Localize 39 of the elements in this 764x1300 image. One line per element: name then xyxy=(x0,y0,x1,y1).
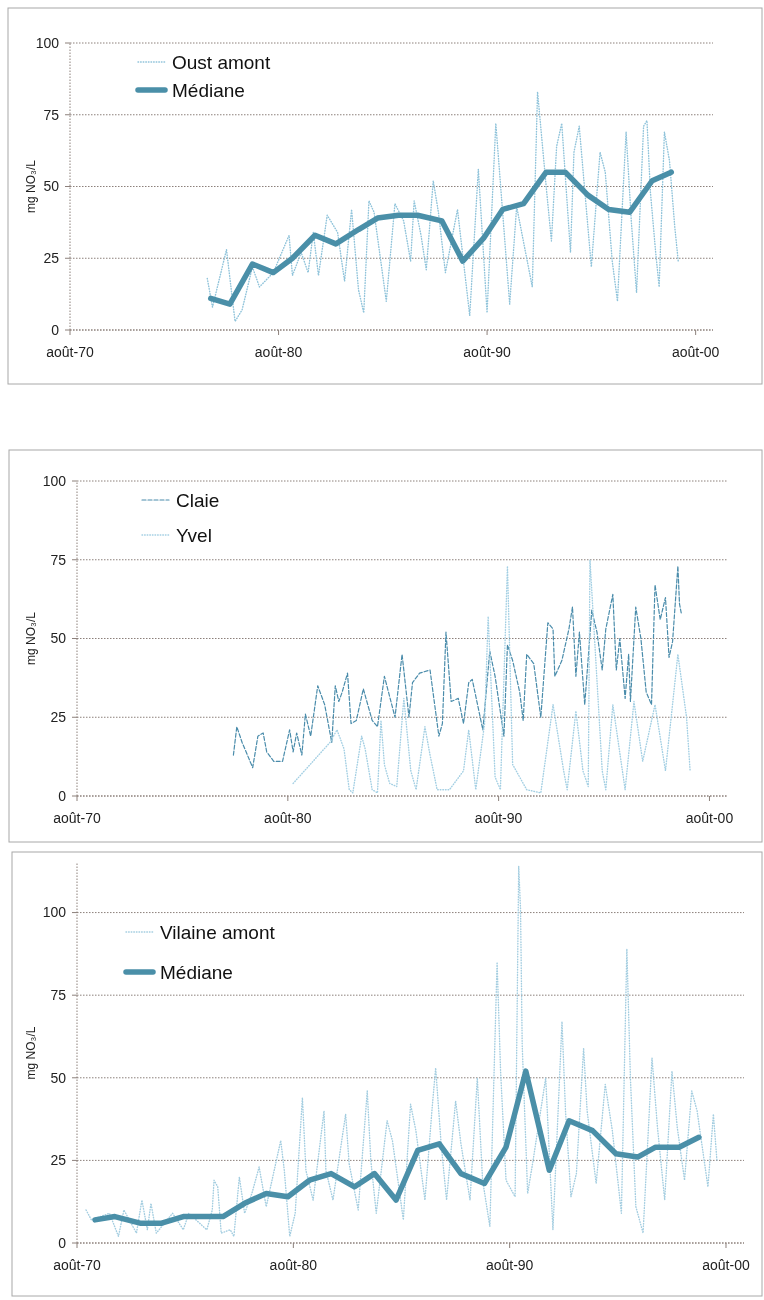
x-tick-label: août-80 xyxy=(269,1257,318,1273)
x-tick-label: août-00 xyxy=(685,810,734,826)
x-tick-label: août-90 xyxy=(485,1257,534,1273)
y-axis-title: mg NO₃/L xyxy=(24,159,38,213)
y-tick-label: 100 xyxy=(42,904,67,921)
y-tick-label: 75 xyxy=(43,106,60,123)
y-tick-label: 25 xyxy=(50,1152,67,1169)
x-tick-label: août-00 xyxy=(671,344,720,360)
x-tick-label: août-00 xyxy=(702,1257,750,1273)
y-tick-label: 0 xyxy=(51,321,60,338)
legend-label: Médiane xyxy=(172,79,245,101)
y-axis-title: mg NO₃/L xyxy=(24,611,38,665)
y-tick-label: 75 xyxy=(50,987,67,1004)
y-tick-label: 75 xyxy=(50,551,67,568)
line-series xyxy=(85,865,718,1238)
x-tick-label: août-70 xyxy=(46,344,94,360)
x-tick-label: août-80 xyxy=(264,810,312,826)
legend-label: Vilaine amont xyxy=(160,921,276,943)
x-tick-label: août-70 xyxy=(53,810,101,826)
legend-label: Yvel xyxy=(176,524,212,546)
y-tick-label: 50 xyxy=(43,178,60,195)
legend-label: Claie xyxy=(176,489,220,511)
line-series xyxy=(292,559,691,794)
y-tick-label: 50 xyxy=(50,1069,67,1086)
y-axis-title: mg NO₃/L xyxy=(24,1026,38,1080)
y-tick-label: 50 xyxy=(50,630,67,647)
legend-label: Oust amont xyxy=(172,51,271,73)
y-tick-label: 0 xyxy=(58,1234,67,1251)
x-tick-label: août-70 xyxy=(53,1257,101,1273)
line-series xyxy=(232,565,682,769)
y-tick-label: 100 xyxy=(35,34,60,51)
legend-label: Médiane xyxy=(160,961,233,983)
x-tick-label: août-90 xyxy=(474,810,523,826)
x-tick-label: août-80 xyxy=(254,344,303,360)
y-tick-label: 25 xyxy=(43,250,60,267)
y-tick-label: 25 xyxy=(50,709,67,726)
y-tick-label: 0 xyxy=(58,787,67,804)
x-tick-label: août-90 xyxy=(463,344,512,360)
y-tick-label: 100 xyxy=(42,472,67,489)
